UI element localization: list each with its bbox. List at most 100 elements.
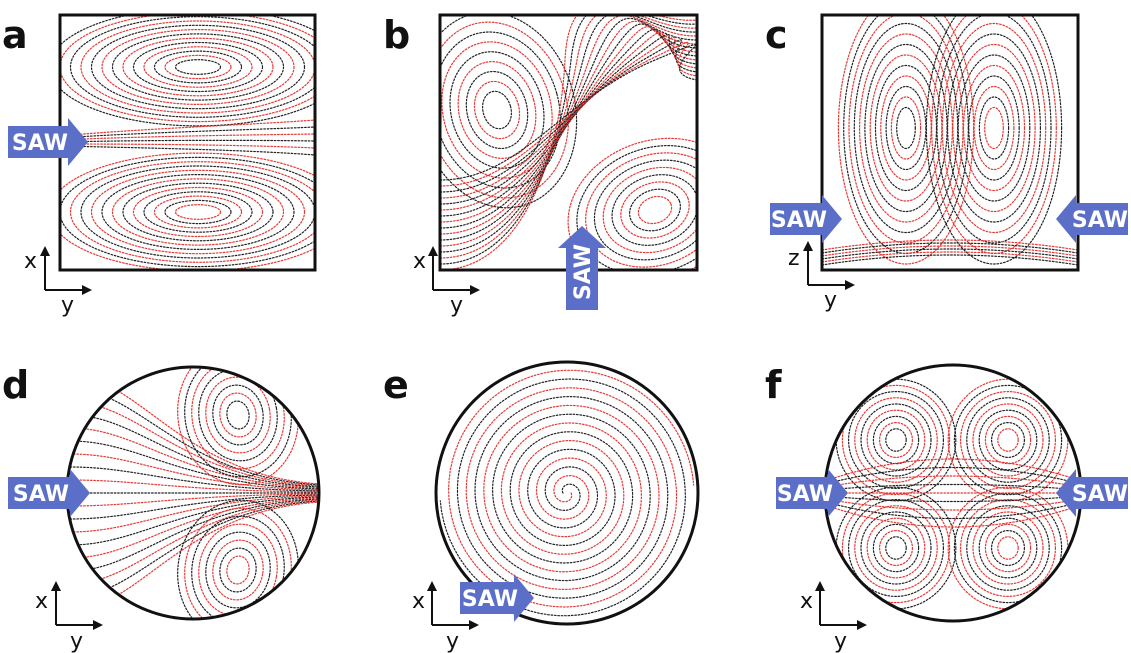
axis-arrowhead-up <box>40 246 50 256</box>
streamline <box>177 367 299 486</box>
streamline <box>890 96 922 160</box>
streamline <box>984 523 1032 573</box>
axis-arrowhead-right <box>93 620 103 630</box>
streamline <box>968 75 1020 181</box>
streamline <box>132 41 264 93</box>
streamline <box>69 161 315 263</box>
streamline <box>60 15 315 123</box>
axis-label-horizontal: y <box>61 293 74 318</box>
streamline <box>925 15 1063 265</box>
streamline <box>990 529 1025 566</box>
saw-arrow-e: SAW <box>460 574 534 622</box>
streamline <box>441 41 553 179</box>
panel-label-c: c <box>765 13 788 57</box>
streamline <box>69 427 319 489</box>
streamline <box>174 59 222 75</box>
streamline <box>69 501 319 611</box>
streamline <box>997 428 1019 452</box>
streamline <box>984 106 1004 150</box>
saw-arrow-b: SAW <box>558 226 606 310</box>
streamline <box>825 458 1081 482</box>
axis-label-horizontal: y <box>450 293 463 318</box>
streamline <box>205 531 271 609</box>
streamline <box>60 15 315 127</box>
axis-arrowhead-up <box>815 581 825 591</box>
streamline <box>860 403 932 477</box>
streamline <box>69 16 315 118</box>
streamline <box>60 143 315 149</box>
streamlines-d <box>69 367 319 619</box>
streamline <box>226 555 250 585</box>
streamline <box>848 15 964 244</box>
axis-label-horizontal: y <box>824 288 837 313</box>
saw-arrow-shape <box>776 469 848 517</box>
saw-arrow-shape <box>770 195 842 243</box>
streamline <box>164 54 232 80</box>
saw-arrow-shape <box>1056 195 1128 243</box>
streamline <box>60 145 315 156</box>
streamline <box>854 505 938 591</box>
streamline <box>69 496 319 546</box>
streamline <box>822 248 1078 260</box>
saw-arrow-f-right: SAW <box>1056 469 1128 517</box>
streamline <box>825 504 1081 528</box>
streamline <box>966 397 1050 483</box>
streamline <box>60 133 315 141</box>
streamline <box>440 15 697 259</box>
streamline <box>853 22 959 234</box>
streamline <box>69 498 319 572</box>
streamline <box>482 90 512 130</box>
streamline <box>153 195 243 229</box>
streamline <box>841 384 951 496</box>
streamline <box>822 254 1078 266</box>
streamline <box>866 517 926 579</box>
streamlines-f <box>825 378 1081 610</box>
streamline <box>953 492 1063 604</box>
axis-label-horizontal: y <box>446 629 459 653</box>
streamline <box>847 391 944 490</box>
streamline <box>440 20 697 235</box>
streamline <box>465 70 529 150</box>
streamline <box>440 29 697 217</box>
streamline <box>880 75 932 181</box>
streamline <box>191 515 285 619</box>
streamline <box>226 400 250 430</box>
saw-label: SAW <box>1072 482 1128 507</box>
streamline <box>69 500 319 598</box>
streamline <box>101 28 295 106</box>
streamline <box>972 403 1044 477</box>
panel-label-e: e <box>383 363 409 407</box>
axis-arrowhead-right <box>82 285 92 295</box>
streamline <box>447 369 695 608</box>
streamline <box>843 15 969 255</box>
streamline <box>219 392 257 438</box>
panel-f: f SAW SAW x y <box>765 363 1128 653</box>
saw-arrow-a: SAW <box>8 118 88 166</box>
streamline <box>69 479 319 493</box>
saw-label: SAW <box>462 587 518 612</box>
panel-label-d: d <box>2 363 29 407</box>
streamline <box>440 15 697 265</box>
streamline <box>440 15 697 253</box>
streamline <box>825 483 1081 491</box>
saw-arrow-shape <box>460 574 534 622</box>
streamline <box>896 106 916 150</box>
streamline <box>440 17 697 241</box>
streamline <box>69 495 319 533</box>
streamline <box>997 536 1019 560</box>
axis-label-horizontal: y <box>834 629 847 653</box>
axis-label-vertical: x <box>800 589 813 614</box>
streamline <box>69 466 319 492</box>
streamline <box>69 497 319 559</box>
streamline <box>866 409 926 471</box>
streamline <box>978 96 1010 160</box>
streamline <box>60 156 315 268</box>
panel-a: a SAW x y <box>2 13 317 318</box>
streamline <box>885 428 907 452</box>
streamline <box>111 33 285 101</box>
streamline <box>973 85 1015 171</box>
streamline <box>60 139 315 143</box>
streamline <box>952 43 1036 213</box>
streamline <box>440 21 570 199</box>
